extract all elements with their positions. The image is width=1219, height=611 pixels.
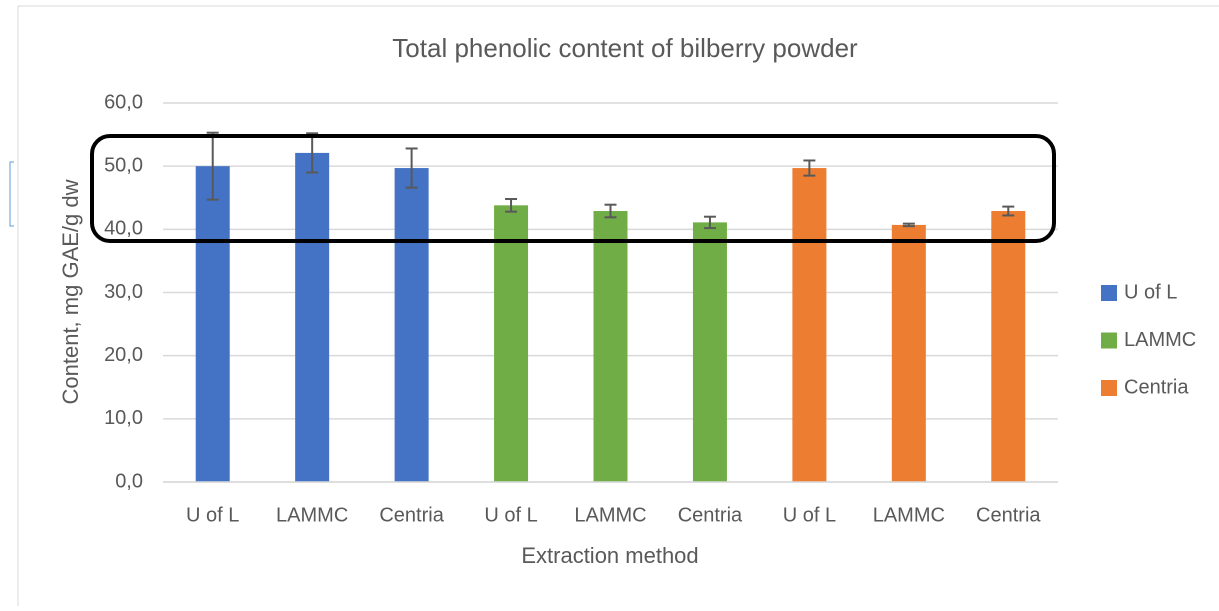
- y-axis-label: Content, mg GAE/g dw: [58, 179, 83, 404]
- error-bar: [505, 198, 518, 213]
- x-axis-label: Extraction method: [521, 543, 698, 568]
- error-bar: [206, 131, 219, 201]
- x-tick-label: U of L: [484, 504, 537, 526]
- x-tick-label: Centria: [976, 504, 1041, 526]
- x-tick-label: Centria: [379, 504, 444, 526]
- bar: [991, 211, 1026, 482]
- x-tick-label: U of L: [783, 504, 836, 526]
- bar: [593, 211, 628, 482]
- x-tick-label: LAMMC: [276, 504, 348, 526]
- x-tick-label: LAMMC: [873, 504, 945, 526]
- bar: [692, 222, 727, 482]
- y-tick-label: 10,0: [104, 407, 143, 429]
- bar: [394, 168, 429, 483]
- x-tick-label: U of L: [186, 504, 239, 526]
- x-tick-label: Centria: [678, 504, 743, 526]
- error-bar: [306, 132, 319, 174]
- y-tick-label: 20,0: [104, 344, 143, 366]
- y-tick-label: 60,0: [104, 91, 143, 113]
- error-bar: [803, 159, 816, 177]
- bar: [494, 205, 529, 482]
- error-bar: [405, 147, 418, 189]
- chart-title: Total phenolic content of bilberry powde…: [392, 33, 858, 63]
- legend-swatch: [1101, 380, 1117, 396]
- legend-swatch: [1101, 332, 1117, 349]
- error-bar: [604, 203, 617, 219]
- y-tick-label: 50,0: [104, 154, 143, 176]
- bar: [195, 166, 230, 482]
- y-tick-label: 30,0: [104, 281, 143, 303]
- error-bar: [1002, 205, 1015, 217]
- legend-label: Centria: [1124, 376, 1189, 398]
- bar: [792, 168, 827, 483]
- legend-label: U of L: [1124, 281, 1177, 303]
- bracket: [9, 161, 14, 227]
- legend-swatch: [1101, 285, 1117, 301]
- error-bar: [703, 215, 716, 230]
- plot: 0,0 10,0 20,0 30,0 40,0 50,0 60,0 U of L LAMMC Ce…: [104, 91, 1196, 526]
- bar: [295, 152, 330, 482]
- highlight-box: [90, 134, 1056, 243]
- y-tick-label: 40,0: [104, 218, 143, 240]
- bar: [891, 224, 926, 482]
- legend-label: LAMMC: [1124, 329, 1196, 351]
- error-bar: [902, 222, 915, 228]
- x-tick-label: LAMMC: [574, 504, 646, 526]
- y-tick-label: 0,0: [115, 470, 143, 492]
